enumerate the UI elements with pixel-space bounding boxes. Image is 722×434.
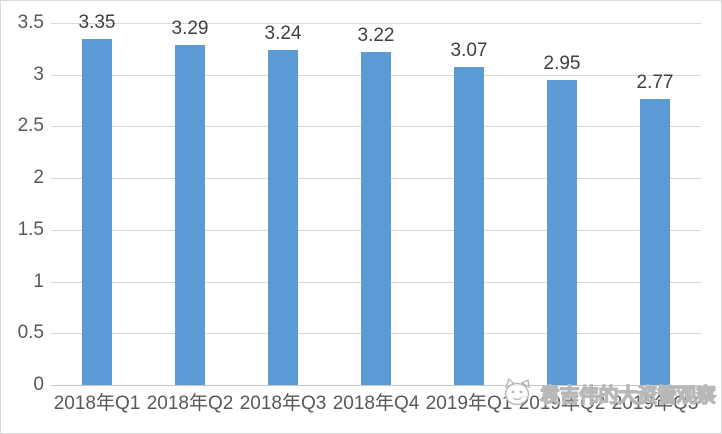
bar — [175, 45, 205, 385]
y-tick-label: 1 — [33, 271, 44, 292]
bar — [454, 67, 484, 385]
x-tick-label: 2019年Q3 — [611, 393, 699, 414]
bar-value-label: 2.77 — [636, 72, 674, 93]
y-tick-label: 0 — [33, 374, 44, 395]
bar-value-label: 3.07 — [450, 40, 488, 61]
watermark-text: 袁吉伟的大资管观察 — [539, 384, 716, 407]
bar-value-label: 3.35 — [78, 12, 116, 33]
bar-value-label: 3.22 — [357, 25, 395, 46]
y-tick-label: 1.5 — [17, 219, 44, 240]
bar — [268, 50, 298, 385]
bar — [361, 52, 391, 385]
y-tick-label: 2 — [33, 167, 44, 188]
gridline — [51, 23, 701, 24]
y-tick-label: 2.5 — [17, 115, 44, 136]
x-tick-label: 2018年Q1 — [53, 393, 141, 414]
x-tick-label: 2018年Q3 — [239, 393, 327, 414]
x-tick-label: 2019年Q1 — [425, 393, 513, 414]
bar-value-label: 3.29 — [171, 18, 209, 39]
bar-value-label: 2.95 — [543, 53, 581, 74]
watermark: 袁吉伟的大资管观察 — [502, 377, 717, 409]
y-tick-label: 3 — [33, 64, 44, 85]
x-tick-label: 2018年Q2 — [146, 393, 234, 414]
y-tick-label: 3.5 — [17, 12, 44, 33]
x-axis-line — [51, 385, 701, 386]
x-tick-label: 2019年Q2 — [518, 393, 606, 414]
bar — [640, 99, 670, 385]
bar-value-label: 3.24 — [264, 23, 302, 44]
y-tick-label: 0.5 — [17, 322, 44, 343]
cartoon-animal-face-icon — [504, 377, 530, 406]
bar — [82, 39, 112, 385]
x-tick-label: 2018年Q4 — [332, 393, 420, 414]
bar — [547, 80, 577, 385]
